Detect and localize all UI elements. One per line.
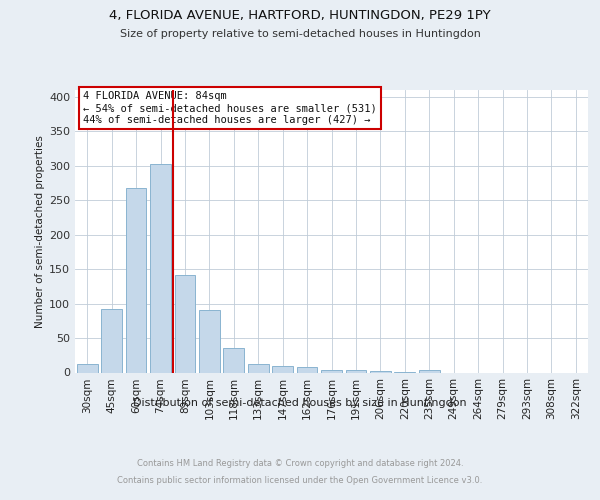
Bar <box>248 364 269 372</box>
Bar <box>370 371 391 372</box>
Text: 4, FLORIDA AVENUE, HARTFORD, HUNTINGDON, PE29 1PY: 4, FLORIDA AVENUE, HARTFORD, HUNTINGDON,… <box>109 9 491 22</box>
Text: Contains public sector information licensed under the Open Government Licence v3: Contains public sector information licen… <box>118 476 482 485</box>
Text: Size of property relative to semi-detached houses in Huntingdon: Size of property relative to semi-detach… <box>119 29 481 39</box>
Bar <box>101 309 122 372</box>
Bar <box>272 366 293 372</box>
Y-axis label: Number of semi-detached properties: Number of semi-detached properties <box>35 135 45 328</box>
Bar <box>223 348 244 372</box>
Bar <box>77 364 98 372</box>
Bar <box>346 370 367 372</box>
Bar <box>150 164 171 372</box>
Bar <box>199 310 220 372</box>
Bar <box>175 274 196 372</box>
Bar <box>419 370 440 372</box>
Bar <box>321 370 342 372</box>
Bar <box>125 188 146 372</box>
Text: 4 FLORIDA AVENUE: 84sqm
← 54% of semi-detached houses are smaller (531)
44% of s: 4 FLORIDA AVENUE: 84sqm ← 54% of semi-de… <box>83 92 376 124</box>
Text: Distribution of semi-detached houses by size in Huntingdon: Distribution of semi-detached houses by … <box>133 398 467 407</box>
Bar <box>296 367 317 372</box>
Text: Contains HM Land Registry data © Crown copyright and database right 2024.: Contains HM Land Registry data © Crown c… <box>137 459 463 468</box>
